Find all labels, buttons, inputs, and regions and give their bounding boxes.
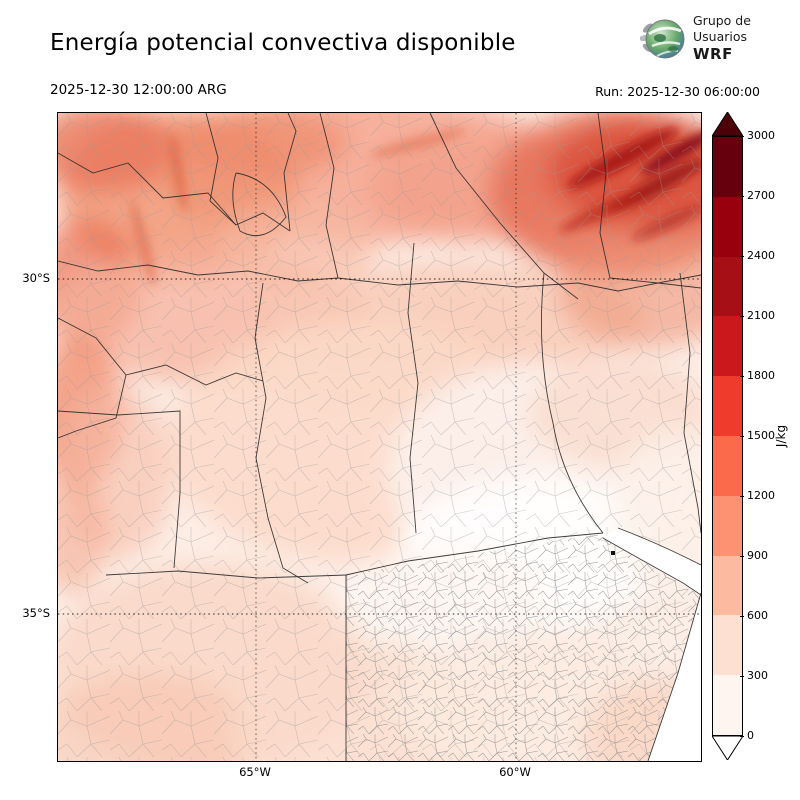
valid-time-label: 2025-12-30 12:00:00 ARG [50,82,227,98]
province-boundaries [58,113,701,761]
graticule [58,113,701,761]
globe-icon [640,19,685,59]
colorbar-tick-label: 1500 [740,429,775,442]
colorbar-segment [713,137,742,197]
lat-tick-30s: 30°S [22,271,50,285]
logo-line-1: Grupo de [693,13,751,28]
colorbar-arrow-bottom [712,736,743,760]
colorbar-segment [713,615,742,676]
colorbar-ticks: 0 300 600 900 1200 1500 1800 2100 2400 2700 3000 [740,129,789,742]
colorbar-tick-label: 2700 [740,189,775,202]
lon-tick-65w: 65°W [239,765,271,779]
colorbar-segment [713,495,742,556]
map-plot [57,112,702,762]
logo-line-2: Usuarios [693,29,748,44]
colorbar-tick-label: 600 [740,609,768,622]
colorbar-tick-label: 2100 [740,309,775,322]
colorbar-tick-label: 900 [740,549,768,562]
colorbar-segment [713,316,742,377]
water [603,528,701,761]
colorbar-segment [713,256,742,317]
colorbar-unit-label: J/kg [774,424,788,448]
city-marker [611,551,615,555]
run-time-label: Run: 2025-12-30 06:00:00 [595,84,760,99]
department-boundaries-dense [346,533,701,761]
colorbar [712,136,743,736]
cape-map-svg [58,113,701,761]
colorbar-segment [713,196,742,257]
colorbar-segment [713,436,742,496]
wrf-logo: Grupo de Usuarios WRF [640,13,751,64]
logo-line-3: WRF [693,45,733,63]
colorbar-tick-label: 1200 [740,489,775,502]
colorbar-tick-label: 0 [740,729,754,742]
colorbar-tick-label: 3000 [740,129,775,142]
colorbar-segment [713,555,742,616]
colorbar-tick-label: 1800 [740,369,775,382]
page-title: Energía potencial convectiva disponible [50,30,516,56]
colorbar-tick-label: 300 [740,669,768,682]
colorbar-segment [713,376,742,437]
lon-tick-60w: 60°W [499,765,531,779]
colorbar-segment [713,675,742,735]
colorbar-arrow-top [712,112,743,136]
colorbar-tick-label: 2400 [740,249,775,262]
lat-tick-35s: 35°S [22,606,50,620]
